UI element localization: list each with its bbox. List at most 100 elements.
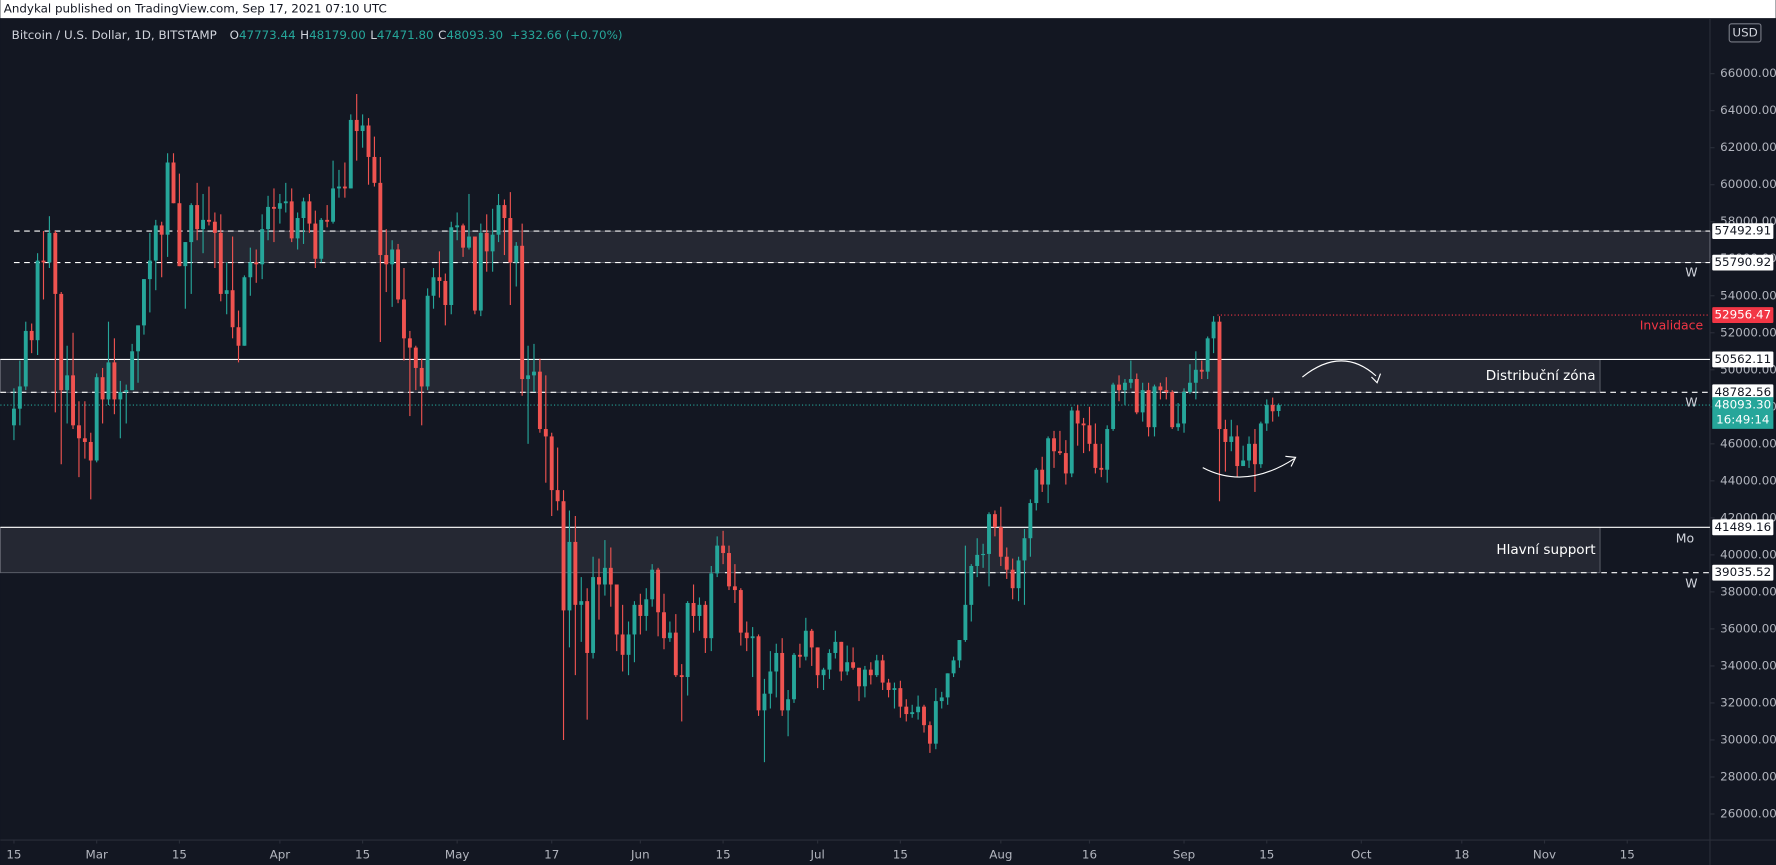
candle-body [147, 260, 152, 280]
candle-body [29, 330, 34, 341]
candle-body [608, 567, 613, 585]
candle-body [77, 425, 81, 439]
candle-body [248, 262, 253, 278]
candle-body [478, 232, 483, 311]
candle-body [827, 652, 832, 670]
currency-label[interactable]: USD [1732, 25, 1757, 39]
candle-body [224, 290, 229, 294]
candle-body [47, 232, 52, 263]
candle-body [272, 206, 276, 209]
candle-body [1270, 404, 1275, 412]
x-tick-label: Nov [1533, 847, 1556, 861]
candle-body [703, 604, 708, 639]
x-tick-label: Apr [270, 847, 291, 861]
candle-body [449, 227, 454, 306]
arrow-curve [1202, 458, 1295, 478]
legend-key: H [300, 28, 309, 42]
level-price-box [1712, 564, 1774, 581]
candle-body [118, 392, 123, 400]
y-tick-label: 46000.00 [1720, 436, 1776, 450]
candle-body [1040, 469, 1045, 485]
candle-body [437, 277, 442, 281]
candle-body [502, 205, 507, 219]
candle-body [597, 577, 601, 585]
y-tick-label: 34000.00 [1720, 658, 1776, 672]
candle-body [283, 201, 288, 204]
candle-body [1146, 390, 1151, 428]
candle-body [1111, 384, 1116, 430]
candle-body [419, 367, 424, 387]
candle-body [230, 290, 235, 328]
candle-body [236, 327, 241, 346]
candle-body [833, 641, 838, 653]
candle-body [880, 660, 885, 683]
candle-body [1117, 384, 1121, 391]
candle-body [987, 514, 991, 554]
candle-body [431, 277, 436, 296]
candle-body [307, 201, 312, 224]
candle-body [461, 225, 466, 248]
candle-body [425, 295, 430, 387]
y-tick-label: 32000.00 [1720, 695, 1776, 709]
candle-body [342, 186, 347, 189]
candle-body [396, 249, 401, 300]
candle-body [998, 527, 1003, 557]
candle-body [945, 673, 950, 698]
candle-body [602, 567, 607, 585]
candle-body [886, 682, 891, 690]
candle-body [1105, 429, 1110, 470]
candle-body [1247, 443, 1251, 461]
candle-body [366, 125, 371, 157]
candle-body [650, 569, 655, 600]
zone [190, 230, 1711, 264]
y-tick-label: 38000.00 [1720, 584, 1776, 598]
candle-body [53, 232, 58, 294]
y-tick-label: 52000.00 [1720, 325, 1776, 339]
legend-change: +332.66 (+0.70%) [510, 28, 622, 42]
candle-body [667, 632, 672, 639]
annotation: W [1685, 395, 1697, 410]
candle-body [1057, 451, 1062, 454]
candle-body [35, 260, 40, 341]
candle-body [1134, 379, 1139, 413]
header-bar [0, 0, 1776, 19]
candle-body [1081, 423, 1086, 426]
candle-body [803, 630, 808, 657]
x-tick-label: 15 [1620, 847, 1635, 861]
candle-body [691, 602, 696, 616]
candle-body [130, 351, 135, 391]
currency-box[interactable] [1728, 23, 1762, 43]
candle-body [975, 554, 980, 566]
candle-body [1241, 460, 1246, 467]
candle-body [721, 545, 726, 554]
level-price-box [1712, 519, 1774, 536]
y-tick-label: 54000.00 [1720, 288, 1776, 302]
candle-body [591, 577, 596, 653]
candle-body [845, 662, 850, 672]
legend-value: 48179.00 [309, 28, 366, 42]
candle-body [579, 601, 584, 605]
candle-body [1276, 405, 1281, 412]
candle-body [360, 125, 365, 132]
candle-body [1229, 436, 1234, 442]
y-tick-label: 66000.00 [1720, 66, 1776, 80]
candle-body [407, 338, 412, 348]
candle-body [1069, 410, 1074, 474]
candle-body [1128, 379, 1133, 383]
candle-body [159, 225, 164, 235]
y-tick-label: 64000.00 [1720, 103, 1776, 117]
x-tick-label: 15 [355, 847, 370, 861]
candle-body [750, 636, 755, 639]
level-price-box [1712, 307, 1774, 324]
arrow-curve [1302, 360, 1377, 378]
candle-body [11, 408, 16, 426]
candle-body [715, 545, 720, 574]
candle-body [189, 205, 194, 243]
y-tick-label: 30000.00 [1720, 732, 1776, 746]
candle-body [1087, 425, 1092, 444]
candle-body [88, 441, 93, 461]
header-text: Andykal published on TradingView.com, Se… [4, 2, 387, 16]
candle-body [165, 162, 170, 235]
x-tick-label: Jul [809, 847, 824, 861]
candle-body [916, 706, 921, 713]
